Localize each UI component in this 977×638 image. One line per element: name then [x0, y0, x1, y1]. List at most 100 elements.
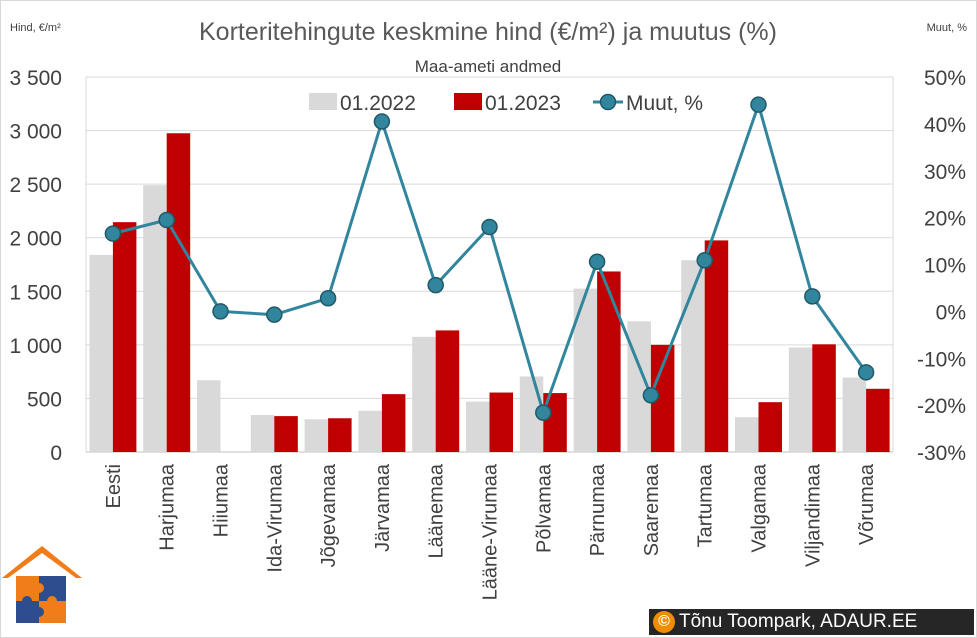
x-tick-label: Lääne-Virumaa: [480, 463, 502, 600]
copyright-icon: ©: [653, 611, 675, 633]
logo-piece-3: [16, 601, 39, 623]
logo-piece-1: [16, 576, 39, 601]
x-tick-label: Viljandimaa: [802, 463, 824, 567]
y-tick-label: 1 500: [9, 281, 62, 304]
legend-swatch-2023: [454, 93, 482, 110]
bar-012023: [650, 344, 675, 452]
credit-text: Tõnu Toompark, ADAUR.EE: [679, 611, 918, 632]
y2-tick-label: -10%: [917, 348, 966, 371]
x-tick-label: Järvamaa: [372, 463, 394, 552]
y-tick-label: 3 000: [9, 121, 62, 144]
logo-knob-4: [34, 607, 44, 617]
y2-tick-label: 50%: [924, 67, 966, 90]
x-tick-label: Põlvamaa: [533, 463, 555, 553]
x-tick-label: Eesti: [103, 464, 125, 508]
y2-tick-label: 30%: [924, 161, 966, 184]
x-tick-label: Jõgevamaa: [318, 463, 340, 567]
y-tick-label: 0: [50, 442, 62, 465]
x-tick-label: Saaremaa: [641, 463, 663, 556]
y-tick-label: 1 000: [9, 335, 62, 358]
y2-tick-label: 20%: [924, 208, 966, 231]
house-puzzle-logo: [2, 546, 82, 623]
change-point: [104, 225, 122, 242]
legend-label-2023: 01.2023: [485, 92, 561, 115]
bar-012023: [704, 240, 729, 452]
y-axis-ticks: 0 500 1 000 1 500 2 000 2 500 3 000 3 500: [9, 67, 62, 465]
bar-012023: [274, 416, 298, 452]
logo-knob-3: [47, 596, 57, 606]
change-point: [857, 364, 875, 381]
x-tick-label: Pärnumaa: [587, 463, 609, 556]
change-point: [427, 276, 444, 294]
bar-012023: [866, 388, 890, 452]
bar-012022: [573, 288, 598, 452]
bar-012023: [381, 394, 406, 452]
legend-marker-change: [599, 93, 617, 111]
bar-012023: [758, 402, 782, 452]
bar-012022: [358, 410, 382, 452]
bar-012023: [435, 330, 460, 452]
y-tick-label: 2 500: [9, 174, 62, 197]
y2-axis-ticks: -30% -20% -10% 0% 10% 20% 30% 40% 50%: [917, 67, 966, 465]
x-axis-ticks: Eesti Harjumaa Hiiumaa Ida-Virumaa Jõgevamaa…: [103, 463, 878, 600]
y2-tick-label: 10%: [924, 255, 966, 278]
change-point: [481, 218, 498, 236]
change-point: [373, 113, 391, 130]
bar-012023: [166, 133, 191, 452]
bar-012022: [466, 401, 490, 452]
change-point: [696, 252, 713, 269]
bar-012023: [489, 392, 513, 452]
legend-label-2022: 01.2022: [340, 92, 416, 115]
change-point: [642, 387, 660, 404]
y2-tick-label: 0%: [936, 301, 966, 324]
logo-knob-1: [34, 583, 44, 593]
logo-piece-4: [39, 601, 66, 623]
bar-012022: [250, 415, 275, 452]
legend-swatch-2022: [309, 93, 337, 110]
chart-title: Korteritehingute keskmine hind (€/m²) ja…: [199, 18, 777, 46]
change-point: [319, 290, 337, 307]
logo-knob-2: [22, 596, 32, 606]
x-tick-label: Valgamaa: [749, 463, 771, 552]
bar-012022: [143, 185, 167, 452]
change-point: [750, 96, 767, 113]
x-tick-label: Läänemaa: [426, 463, 448, 558]
change-point: [588, 253, 606, 270]
legend-label-change: Muut, %: [626, 92, 703, 115]
y-axis-label: Hind, €/m²: [10, 22, 61, 34]
change-point: [212, 303, 229, 320]
change-point: [535, 404, 552, 421]
y2-axis-label: Muut, %: [927, 22, 968, 34]
bars: [89, 133, 890, 452]
bar-012022: [89, 254, 113, 452]
x-tick-label: Hiiumaa: [211, 463, 233, 537]
change-point: [266, 306, 283, 323]
legend: 01.2022 01.2023 Muut, %: [309, 92, 703, 115]
y2-tick-label: -30%: [917, 442, 966, 465]
y-tick-label: 3 500: [9, 67, 62, 90]
x-tick-label: Tartumaa: [695, 463, 717, 547]
chart-subtitle: Maa-ameti andmed: [415, 57, 561, 76]
y-tick-label: 500: [27, 388, 62, 411]
bar-012023: [812, 344, 836, 452]
bar-012022: [842, 377, 867, 452]
bar-012022: [304, 419, 329, 452]
bar-012023: [112, 222, 137, 452]
bar-012022: [197, 380, 221, 452]
y2-tick-label: 40%: [924, 114, 966, 137]
bar-012023: [597, 271, 621, 452]
bar-012022: [735, 417, 759, 452]
change-point: [158, 211, 175, 229]
bar-012022: [788, 347, 813, 452]
credit-badge: © Tõnu Toompark, ADAUR.EE: [649, 609, 974, 635]
change-point: [804, 288, 821, 305]
y2-tick-label: -20%: [917, 395, 966, 418]
x-tick-label: Ida-Virumaa: [264, 463, 286, 572]
x-tick-label: Võrumaa: [856, 463, 878, 545]
x-tick-label: Harjumaa: [157, 463, 179, 551]
bar-012022: [412, 336, 436, 452]
change-line: [104, 96, 875, 421]
bar-012023: [328, 418, 352, 452]
logo-roof: [2, 546, 82, 578]
